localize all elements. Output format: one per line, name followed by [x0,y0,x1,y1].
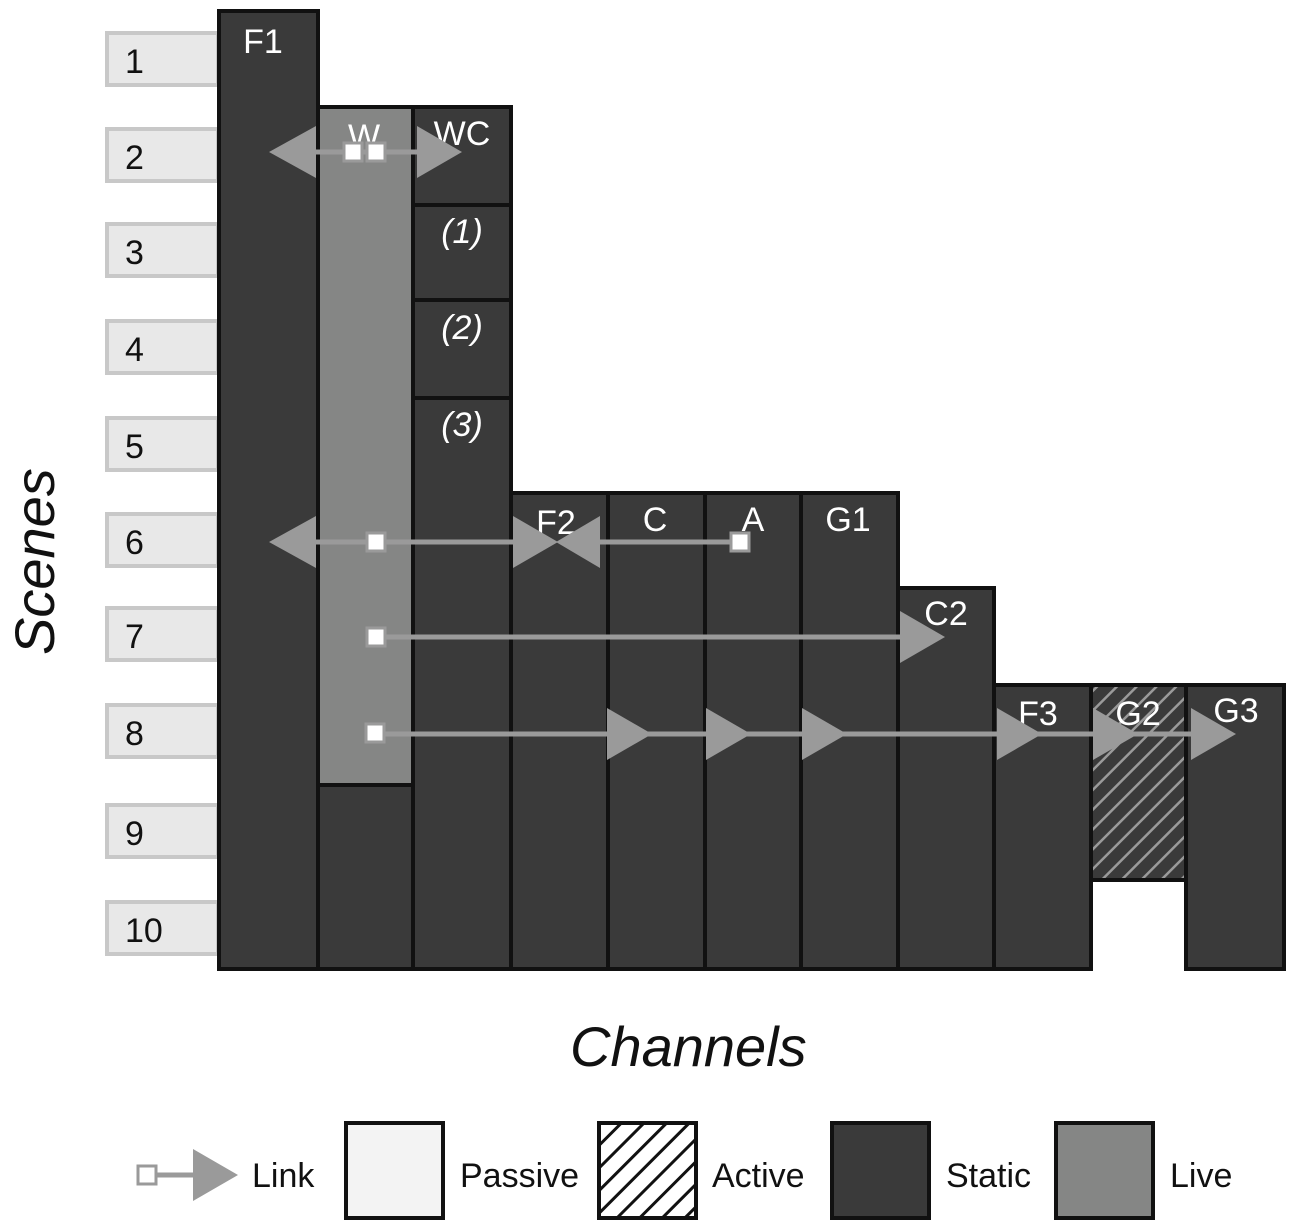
scene-label-2: 2 [125,139,144,177]
channel-label-c2: C2 [924,595,967,633]
legend-label-link: Link [252,1157,315,1195]
y-axis-label: Scenes [3,468,66,655]
scene-box-8 [105,703,220,759]
scene-box-5 [105,416,220,472]
channel-w-static [316,783,415,971]
link-arrowhead-right [513,516,558,568]
link-source-node [365,531,387,553]
scene-box-2 [105,127,220,183]
scene-label-3: 3 [125,234,144,272]
channel-g3 [1184,683,1286,971]
scene-box-7 [105,606,220,662]
channel-w-live [316,105,415,787]
scene-label-4: 4 [125,331,144,369]
link-arrowhead-left [269,516,316,568]
channel-label-c: C [643,501,668,539]
x-axis-label: Channels [570,1015,807,1078]
legend-swatch-live [1054,1121,1155,1220]
legend-swatch-static [830,1121,931,1220]
scene-label-7: 7 [125,618,144,656]
legend-item-static: Static [830,1121,1031,1220]
scene-label-1: 1 [125,43,144,81]
scene-box-4 [105,319,220,375]
links [269,126,1236,760]
legend-label-passive: Passive [460,1157,579,1195]
link-arrowhead-right [417,126,462,178]
link-scene-7 [365,611,945,663]
scene-box-1 [105,31,220,87]
legend-label-live: Live [1170,1157,1232,1195]
scene-box-3 [105,222,220,278]
scene-label-5: 5 [125,428,144,466]
scene-box-6 [105,512,220,568]
legend-link-arrowhead [193,1149,238,1201]
scene-label-10: 10 [125,912,163,950]
link-source-node [729,531,751,553]
link-arrowhead-right [706,708,751,760]
legend-item-active: Active [597,1121,805,1220]
link-source-node [364,722,386,744]
channel-wc [411,105,513,971]
link-scene-8 [364,708,1236,760]
legend-item-passive: Passive [344,1121,579,1220]
legend-swatch-active [597,1121,698,1220]
scene-box-9 [105,803,220,859]
channel-label-a: A [742,501,765,539]
scene-label-6: 6 [125,524,144,562]
link-source-node [342,141,364,163]
channel-f1 [217,9,320,971]
link-arrowhead-right [802,708,847,760]
wc-sub-label-1: (1) [441,213,483,251]
legend-item-link: Link [136,1149,315,1201]
legend-label-active: Active [712,1157,805,1195]
scene-label-9: 9 [125,815,144,853]
legend-item-live: Live [1054,1121,1232,1220]
legend: Link Passive Active Static Live [136,1121,1232,1220]
wc-sub-label-2: (2) [441,309,483,347]
link-source-node [365,141,387,163]
link-source-node [365,626,387,648]
legend-link-node [136,1164,158,1186]
channel-label-f1: F1 [243,23,283,61]
link-arrowhead-right [607,708,652,760]
link-arrowhead-right [900,611,945,663]
link-arrowhead-left [556,516,600,568]
wc-sub-label-3: (3) [441,406,483,444]
scene-label-8: 8 [125,715,144,753]
link-arrowhead-right [1093,708,1138,760]
link-arrowhead-left [269,126,316,178]
link-scene-2 [269,126,462,178]
channel-f2 [509,491,610,971]
scene-box-10 [105,900,220,956]
channel-label-g1: G1 [825,501,870,539]
link-arrowhead-right [1191,708,1236,760]
legend-label-static: Static [946,1157,1031,1195]
link-arrowhead-right [997,708,1042,760]
channel-columns [217,9,1286,971]
scene-labels: 1 2 3 4 5 6 7 8 9 10 [105,31,220,956]
channel-label-g3: G3 [1213,692,1258,730]
legend-swatch-passive [344,1121,445,1220]
link-scene-6 [269,516,751,568]
